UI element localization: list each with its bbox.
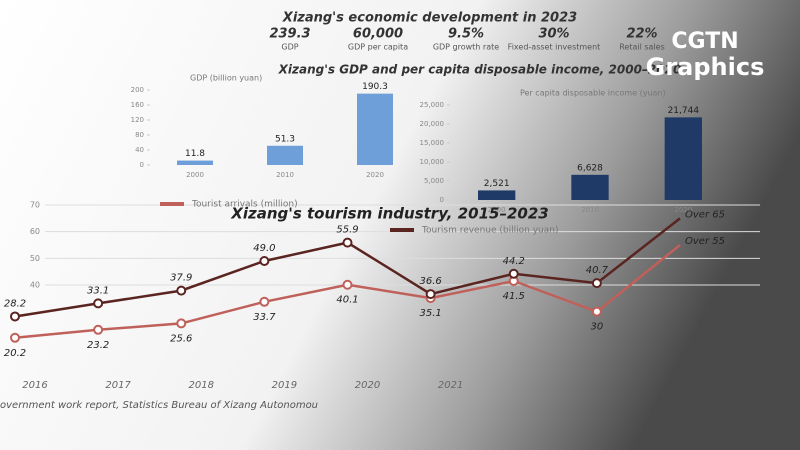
point (176, 318, 187, 329)
chart-title: Xizang's GDP and per capita disposable i… (278, 63, 682, 77)
stat-value: 60,000 (353, 27, 403, 42)
axis-label: Per capita disposable income (yuan) (520, 89, 666, 98)
source: overnment work report, Statistics Bureau… (0, 400, 318, 411)
x-tick-label: 2010 (276, 171, 294, 179)
y-tick-label: 70 (30, 201, 40, 210)
y-tick-label: 50 (30, 254, 40, 263)
y-tick-label: 60 (30, 227, 40, 236)
legend-label: Tourism revenue (billion yuan) (421, 226, 558, 236)
x-tick-label: 2018 (189, 380, 214, 391)
x-tick-label: 2016 (22, 380, 47, 391)
point (93, 324, 104, 335)
x-tick-label: 2000 (488, 206, 506, 214)
point (342, 279, 353, 290)
point-label: 36.6 (419, 276, 441, 287)
point-label: 33.7 (253, 312, 276, 323)
logo-brand: CGTN (671, 29, 738, 54)
bar (664, 117, 702, 200)
point-label: 40.7 (586, 265, 609, 276)
stat-value: 22% (626, 27, 657, 42)
x-tick-label: 2017 (105, 380, 131, 391)
bar (478, 190, 516, 200)
header-title: Xizang's economic development in 2023 (282, 11, 577, 26)
legend-label: Tourist arrivals (million) (191, 200, 298, 210)
bar-label: 2,521 (484, 179, 510, 189)
y-tick-label: 120 (131, 116, 144, 124)
point-label: Over 65 (685, 209, 725, 220)
x-tick-label: 2021 (438, 380, 463, 391)
stat-value: 239.3 (269, 27, 310, 42)
point (10, 311, 20, 322)
point (176, 285, 187, 296)
axis-label: GDP (billion yuan) (190, 74, 262, 83)
point-label: 20.2 (4, 348, 26, 359)
stat-label: Fixed-asset investment (508, 43, 601, 52)
y-tick-label: 10,000 (420, 158, 445, 166)
point-label: 33.1 (87, 285, 109, 296)
x-tick-label: 2010 (581, 206, 599, 214)
stat-label: GDP growth rate (433, 43, 499, 52)
y-tick-label: 0 (440, 196, 444, 204)
point-label: 30 (591, 322, 604, 333)
point (508, 268, 519, 279)
point (591, 306, 602, 317)
y-tick-label: 40 (30, 281, 40, 290)
x-tick-label: 2020 (674, 206, 692, 214)
y-tick-label: 25,000 (420, 101, 445, 109)
point-label: 28.2 (4, 298, 26, 309)
x-tick-label: 2019 (272, 380, 297, 391)
point-label: 49.0 (253, 243, 275, 254)
bar-label: 51.3 (275, 134, 295, 144)
y-tick-label: 200 (131, 86, 144, 94)
bar-label: 190.3 (362, 82, 388, 92)
point-label: 55.9 (336, 225, 358, 236)
y-tick-label: 160 (131, 101, 144, 109)
stat-label: Retail sales (619, 43, 665, 52)
y-tick-label: 0 (140, 161, 144, 169)
bar (357, 93, 393, 165)
y-tick-label: 40 (135, 146, 144, 154)
chart-title: Xizang's tourism industry, 2015–2023 (230, 205, 548, 223)
point-label: 44.2 (503, 256, 525, 267)
point (10, 332, 20, 343)
point (342, 237, 353, 248)
stat-label: GDP (281, 43, 298, 52)
bar-label: 21,744 (668, 106, 700, 116)
point-label: 25.6 (170, 333, 192, 344)
stat-value: 9.5% (448, 27, 484, 42)
bar (571, 174, 609, 200)
stat-value: 30% (538, 27, 569, 42)
bar-label: 6,628 (577, 163, 603, 173)
logo-sub: Graphics (646, 53, 765, 81)
point-label: Over 55 (685, 236, 725, 247)
y-tick-label: 15,000 (420, 139, 445, 147)
x-tick-label: 2000 (186, 171, 204, 179)
point (425, 289, 436, 300)
point (93, 298, 104, 309)
point (259, 296, 270, 307)
point-label: 41.5 (503, 291, 525, 302)
bar (177, 160, 213, 165)
bar (267, 145, 303, 165)
point-label: 37.9 (170, 273, 192, 284)
x-tick-label: 2020 (355, 380, 380, 391)
point-label: 35.1 (419, 308, 441, 319)
point (259, 256, 270, 266)
y-tick-label: 5,000 (424, 177, 444, 185)
point (591, 278, 602, 289)
x-tick-label: 2020 (366, 171, 384, 179)
stat-label: GDP per capita (348, 43, 408, 52)
y-tick-label: 80 (135, 131, 144, 139)
point-label: 40.1 (336, 295, 358, 306)
point-label: 23.2 (87, 340, 109, 351)
y-tick-label: 20,000 (420, 120, 445, 128)
bar-label: 11.8 (185, 149, 205, 159)
